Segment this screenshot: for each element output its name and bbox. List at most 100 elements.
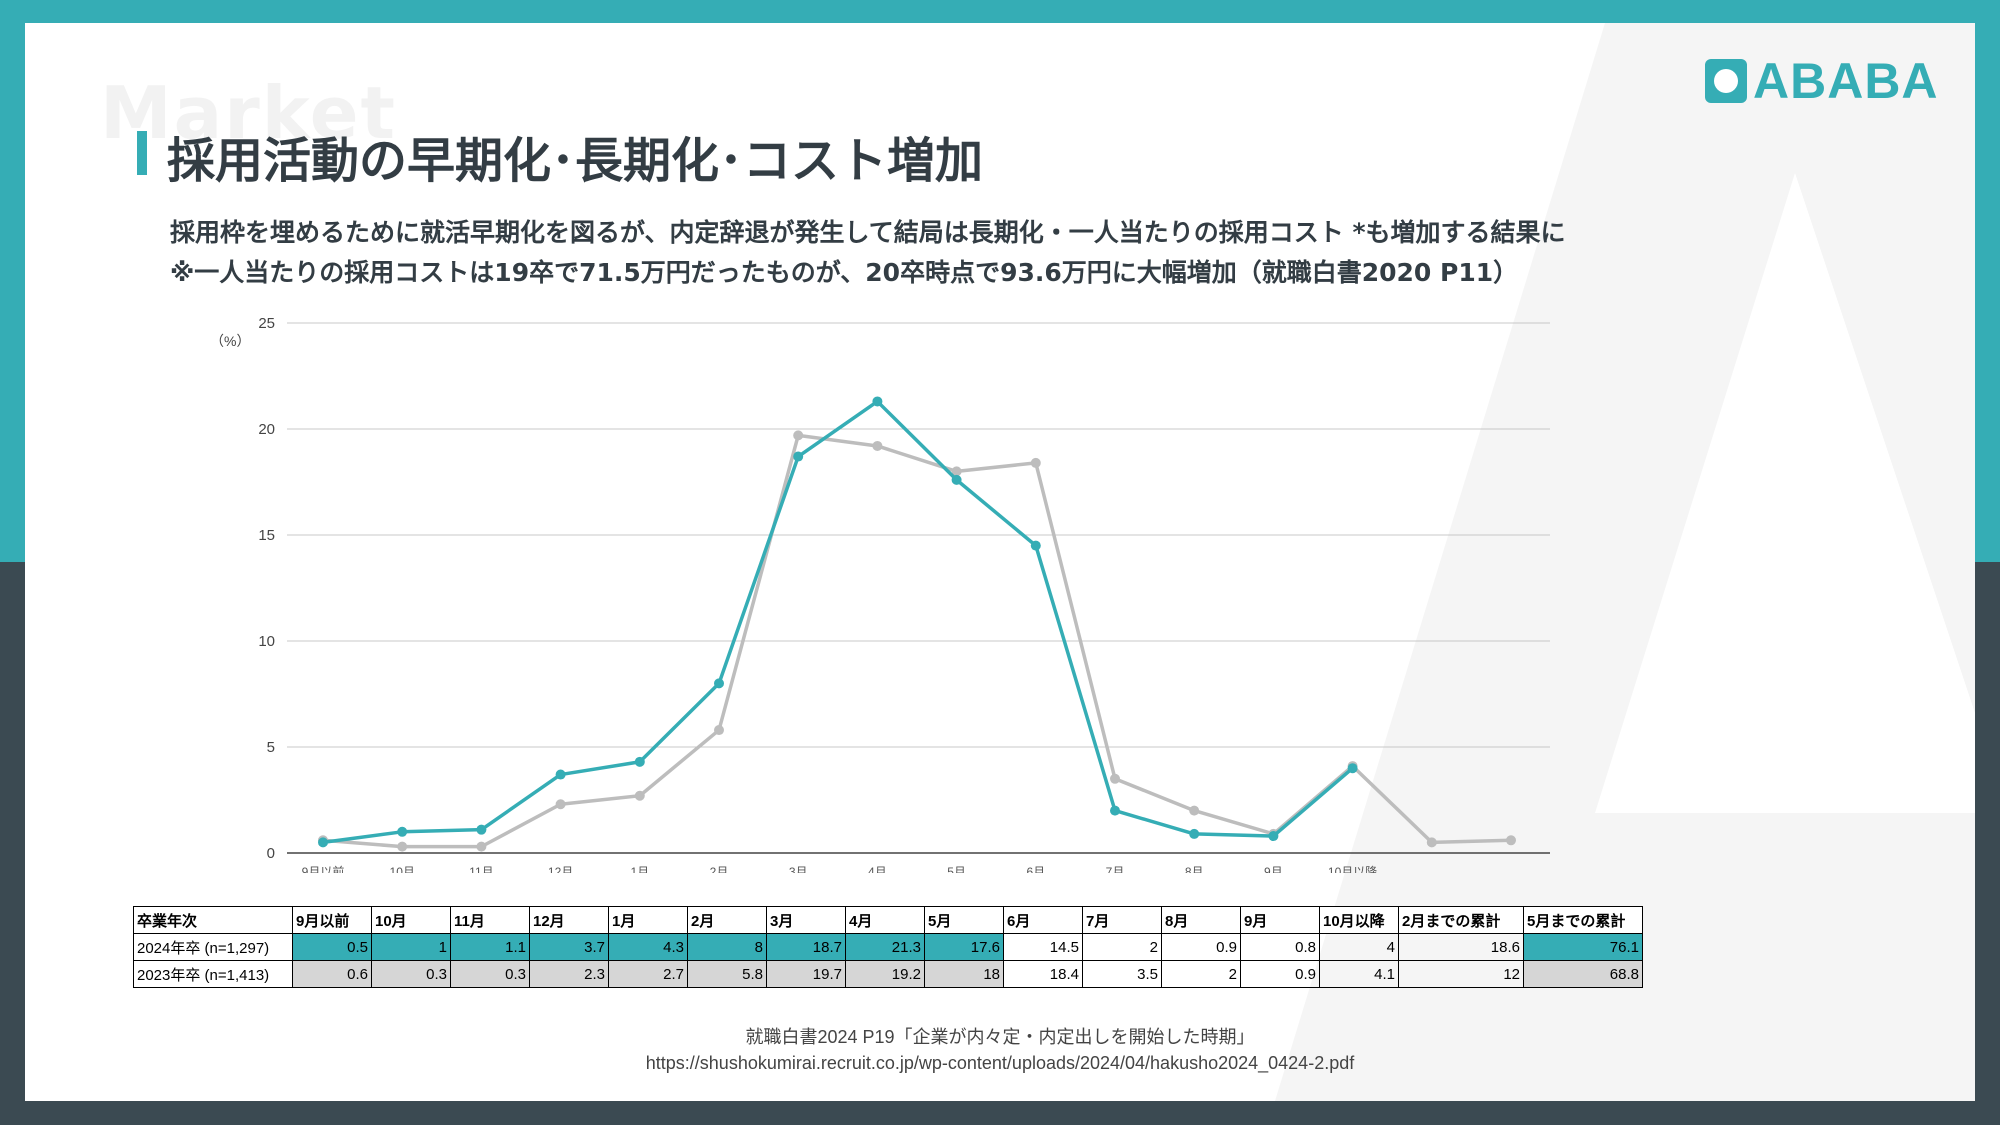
data-point xyxy=(1189,805,1200,816)
x-tick-label: 10月以降 xyxy=(1328,865,1377,873)
data-point xyxy=(1268,831,1279,842)
x-tick-label: 5月 xyxy=(947,865,966,873)
y-tick-label: 10 xyxy=(258,633,275,650)
table-cell: 12 xyxy=(1398,960,1524,988)
x-tick-label: 4月 xyxy=(868,865,887,873)
table-cell: 19.7 xyxy=(766,960,846,988)
table-cell: 3.5 xyxy=(1082,960,1162,988)
x-tick-label: 10月 xyxy=(390,865,415,873)
section-label: Market xyxy=(100,71,397,155)
y-tick-label: 25 xyxy=(258,315,275,332)
data-point xyxy=(476,841,487,852)
data-point xyxy=(1347,763,1358,774)
table-header-cell: 2月までの累計 xyxy=(1398,906,1524,934)
data-point xyxy=(714,678,724,689)
table-row-label: 2024年卒 (n=1,297) xyxy=(133,933,293,961)
table-cell: 0.9 xyxy=(1161,933,1241,961)
table-cell: 0.9 xyxy=(1240,960,1320,988)
x-tick-label: 1月 xyxy=(630,865,649,873)
data-point xyxy=(793,451,804,462)
table-cell: 0.6 xyxy=(292,960,372,988)
logo-text: ABABA xyxy=(1753,53,1939,109)
y-tick-label: 15 xyxy=(258,527,275,544)
table-cell: 4.3 xyxy=(608,933,688,961)
table-cell: 17.6 xyxy=(924,933,1004,961)
table-cell: 18.6 xyxy=(1398,933,1524,961)
data-point xyxy=(951,466,962,477)
table-cell: 0.3 xyxy=(450,960,530,988)
table-cell: 1 xyxy=(371,933,451,961)
logo: ABABA xyxy=(1705,51,1939,111)
table-header-cell: 4月 xyxy=(845,906,925,934)
table-cell: 2.7 xyxy=(608,960,688,988)
subtitle-line-2: ※一人当たりの採用コストは19卒で71.5万円だったものが、20卒時点で93.6… xyxy=(170,258,1519,287)
x-tick-label: 7月 xyxy=(1106,865,1125,873)
y-unit-label: （%） xyxy=(210,333,250,349)
data-point xyxy=(397,826,408,837)
data-point xyxy=(1506,835,1516,846)
y-tick-label: 20 xyxy=(258,421,275,438)
table-cell: 68.8 xyxy=(1523,960,1643,988)
data-table: 卒業年次 9月以前 10月 11月 12月 1月 2月 3月 4月 5月 6月 7月 8月 9月 10月以降… xyxy=(133,906,1643,988)
x-tick-label: 9月以前 xyxy=(302,864,345,873)
table-row: 2024年卒 (n=1,297) 0.5 1 1.1 3.7 4.3 8 18.7 21.3 17… xyxy=(133,933,1643,961)
series-line xyxy=(322,399,1354,845)
table-cell: 2 xyxy=(1082,933,1162,961)
table-cell: 0.8 xyxy=(1240,933,1320,961)
x-tick-label: 12月 xyxy=(548,865,573,873)
data-point xyxy=(872,396,883,407)
table-header-cell: 5月 xyxy=(924,906,1004,934)
table-header-cell: 6月 xyxy=(1003,906,1083,934)
table-cell: 18.7 xyxy=(766,933,846,961)
data-point xyxy=(1426,837,1437,848)
data-point xyxy=(714,725,724,736)
table-row: 2023年卒 (n=1,413) 0.6 0.3 0.3 2.3 2.7 5.8 19.7 19… xyxy=(133,960,1643,988)
line-chart: 0 5 10 15 20 25 （%） 9月以前 10月 11月 12月 1月 2月 3月 4月 5月 6月 7月… xyxy=(210,315,1550,873)
table-cell: 8 xyxy=(687,933,767,961)
x-tick-label: 11月 xyxy=(469,865,493,873)
table-body: 2024年卒 (n=1,297) 0.5 1 1.1 3.7 4.3 8 18.7 21.3 17… xyxy=(133,933,1643,988)
source-citation: 就職白書2024 P19「企業が内々定・内定出しを開始した時期」 xyxy=(745,1027,1255,1047)
x-tick-label: 6月 xyxy=(1026,865,1045,873)
table-cell: 19.2 xyxy=(845,960,925,988)
data-point xyxy=(634,790,645,801)
table-header-cell: 8月 xyxy=(1161,906,1241,934)
table-cell: 4.1 xyxy=(1319,960,1399,988)
data-point xyxy=(793,430,804,441)
dog-face-icon xyxy=(1705,59,1747,103)
page-title: 採用活動の早期化･長期化･コスト増加 xyxy=(167,133,984,189)
table-header-cell: 12月 xyxy=(529,906,609,934)
data-point xyxy=(397,841,408,852)
table-cell: 3.7 xyxy=(529,933,609,961)
table-header-cell: 10月以降 xyxy=(1319,906,1399,934)
table-cell: 18 xyxy=(924,960,1004,988)
data-point xyxy=(1110,773,1120,784)
slide: Market 採用活動の早期化･長期化･コスト増加 採用枠を埋めるために就活早期… xyxy=(25,23,1975,1101)
table-header-cell: 9月以前 xyxy=(292,906,372,934)
table-header-cell: 11月 xyxy=(450,906,530,934)
watermark-letter-a xyxy=(1275,23,1975,1101)
x-tick-label: 2月 xyxy=(710,865,729,873)
table-header-cell: 9月 xyxy=(1240,906,1320,934)
data-point xyxy=(634,756,645,767)
table-cell: 2 xyxy=(1161,960,1241,988)
subtitle-line-1: 採用枠を埋めるために就活早期化を図るが、内定辞退が発生して結局は長期化・一人当た… xyxy=(170,218,1566,247)
table-cell: 0.3 xyxy=(371,960,451,988)
table-cell: 1.1 xyxy=(450,933,530,961)
data-point xyxy=(872,440,883,451)
table-header-cell: 7月 xyxy=(1082,906,1162,934)
table-header-cell: 2月 xyxy=(687,906,767,934)
table-header-cell: 3月 xyxy=(766,906,846,934)
data-point xyxy=(318,837,328,848)
table-cell: 4 xyxy=(1319,933,1399,961)
table-header-cell: 1月 xyxy=(608,906,688,934)
table-cell: 18.4 xyxy=(1003,960,1083,988)
table-header-row: 卒業年次 9月以前 10月 11月 12月 1月 2月 3月 4月 5月 6月 7月 8月 9月 10月以降… xyxy=(133,906,1643,934)
table-header-cell: 卒業年次 xyxy=(133,906,293,934)
table-cell: 5.8 xyxy=(687,960,767,988)
table-row-label: 2023年卒 (n=1,413) xyxy=(133,960,293,988)
x-tick-label: 3月 xyxy=(789,865,808,873)
table-cell: 2.3 xyxy=(529,960,609,988)
data-point xyxy=(476,824,487,835)
data-point xyxy=(555,799,566,810)
